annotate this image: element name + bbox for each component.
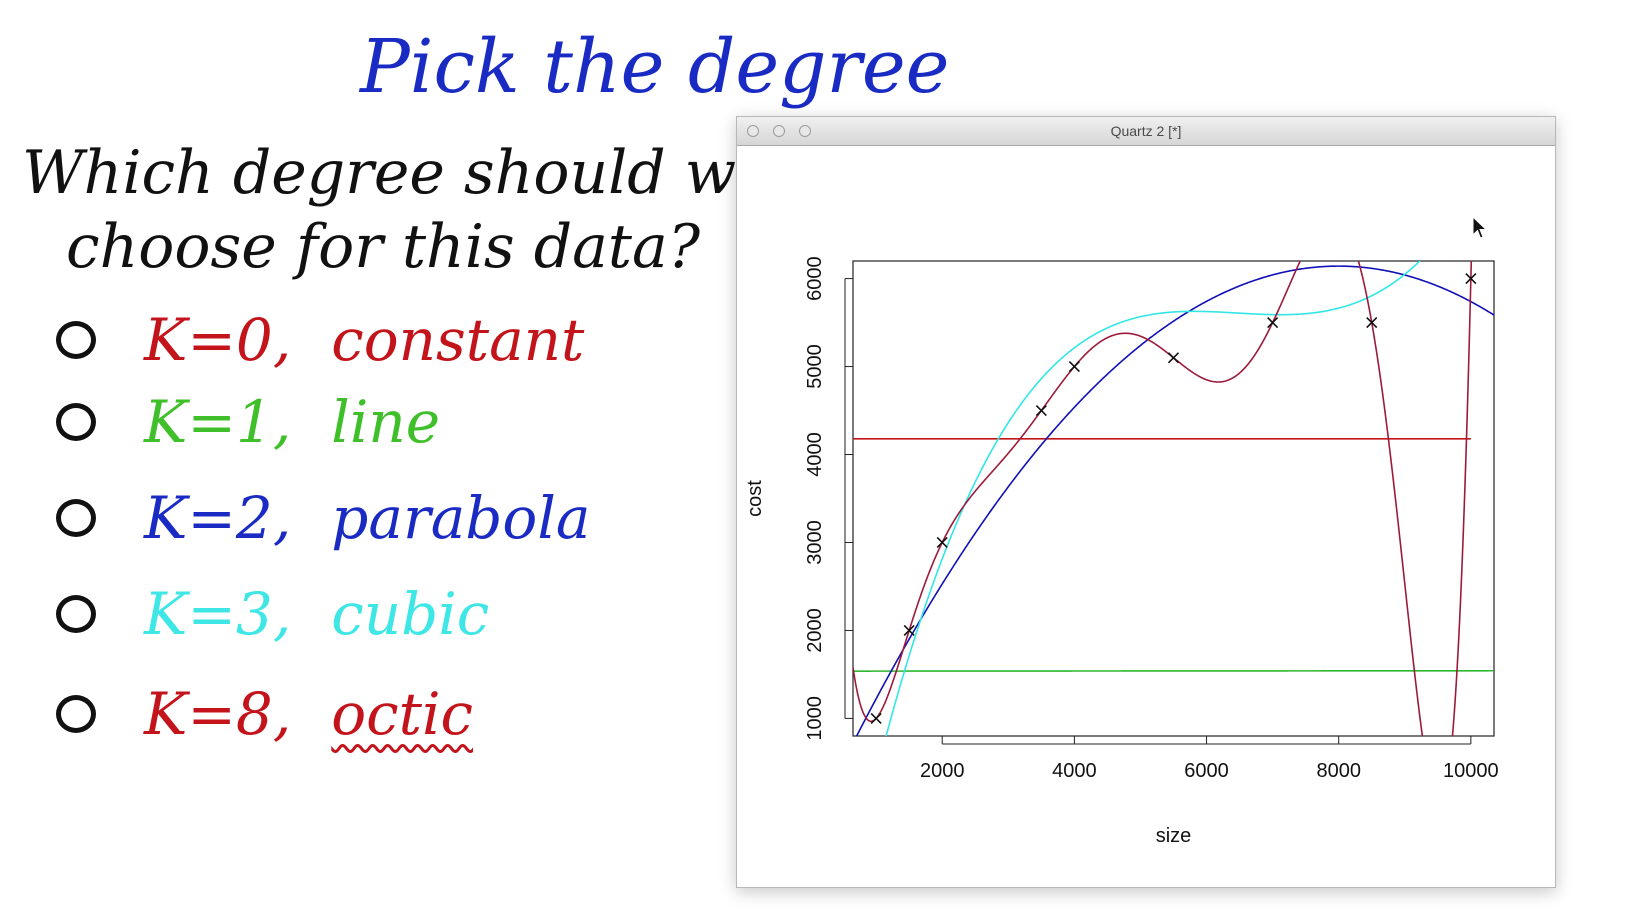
y-tick-label: 5000 bbox=[804, 344, 826, 389]
curve-octic bbox=[853, 261, 1473, 736]
option-k0[interactable]: K=0, constant bbox=[56, 300, 584, 380]
window-titlebar[interactable]: Quartz 2 [*] bbox=[737, 117, 1555, 146]
option-k3-k: K=3, bbox=[144, 580, 292, 648]
data-point bbox=[903, 624, 915, 637]
option-k1-k: K=1, bbox=[144, 388, 292, 456]
option-k2[interactable]: K=2, parabola bbox=[56, 478, 590, 558]
data-point bbox=[1068, 360, 1080, 373]
data-point bbox=[1366, 317, 1378, 329]
option-k0-name: constant bbox=[331, 306, 585, 374]
radio-k3[interactable] bbox=[56, 595, 96, 633]
y-tick-label: 3000 bbox=[804, 520, 826, 565]
curve-cubic bbox=[885, 261, 1421, 736]
data-point bbox=[1167, 352, 1180, 364]
y-tick-label: 2000 bbox=[804, 608, 826, 653]
data-point bbox=[870, 712, 882, 724]
option-k1[interactable]: K=1, line bbox=[56, 382, 440, 462]
close-button[interactable] bbox=[747, 125, 759, 137]
option-k8-name: octic bbox=[331, 680, 474, 748]
curve-parabola bbox=[855, 265, 1494, 736]
y-tick-label: 1000 bbox=[804, 696, 826, 741]
data-point bbox=[1035, 404, 1047, 417]
question-line-2: choose for this data? bbox=[66, 212, 700, 282]
option-k3[interactable]: K=3, cubic bbox=[56, 574, 489, 654]
question-line-1: Which degree should we bbox=[22, 138, 772, 208]
x-axis-label: size bbox=[1156, 825, 1192, 847]
data-point bbox=[1465, 273, 1477, 285]
y-tick-label: 4000 bbox=[804, 432, 826, 477]
y-tick-label: 6000 bbox=[804, 256, 826, 301]
option-k2-name: parabola bbox=[331, 484, 591, 552]
quartz-window: Quartz 2 [*] 2000 4000 6000 8000 10000 1000 20… bbox=[736, 116, 1556, 888]
radio-k0[interactable] bbox=[56, 321, 96, 359]
option-k1-name: line bbox=[331, 388, 441, 456]
x-tick-label: 10000 bbox=[1443, 760, 1499, 782]
option-k2-label: K=2, parabola bbox=[144, 484, 590, 552]
zoom-button[interactable] bbox=[799, 125, 811, 137]
option-k3-name: cubic bbox=[331, 580, 490, 648]
window-title: Quartz 2 [*] bbox=[1110, 123, 1182, 139]
plot-frame bbox=[852, 260, 1495, 737]
data-point bbox=[1267, 317, 1279, 329]
radio-k1[interactable] bbox=[56, 403, 96, 441]
x-tick-label: 6000 bbox=[1184, 760, 1229, 782]
option-k0-k: K=0, bbox=[144, 306, 292, 374]
option-k2-k: K=2, bbox=[144, 484, 292, 552]
radio-k8[interactable] bbox=[56, 695, 96, 733]
y-axis-label: cost bbox=[744, 480, 766, 517]
option-k1-label: K=1, line bbox=[144, 388, 440, 456]
x-tick-label: 4000 bbox=[1052, 760, 1097, 782]
radio-k2[interactable] bbox=[56, 499, 96, 537]
option-k0-label: K=0, constant bbox=[144, 306, 584, 374]
page-title: Pick the degree bbox=[360, 24, 950, 110]
cursor-arrow-icon bbox=[1472, 216, 1488, 239]
option-k8-label: K=8, octic bbox=[144, 680, 473, 748]
x-tick-label: 2000 bbox=[920, 760, 965, 782]
plot-area: 2000 4000 6000 8000 10000 1000 2000 3000 4000 500… bbox=[744, 256, 1499, 847]
option-k8[interactable]: K=8, octic bbox=[56, 674, 473, 754]
minimize-button[interactable] bbox=[773, 125, 785, 137]
data-point bbox=[936, 536, 948, 549]
option-k3-label: K=3, cubic bbox=[144, 580, 489, 648]
x-tick-label: 8000 bbox=[1316, 760, 1361, 782]
option-k8-k: K=8, bbox=[144, 680, 292, 748]
